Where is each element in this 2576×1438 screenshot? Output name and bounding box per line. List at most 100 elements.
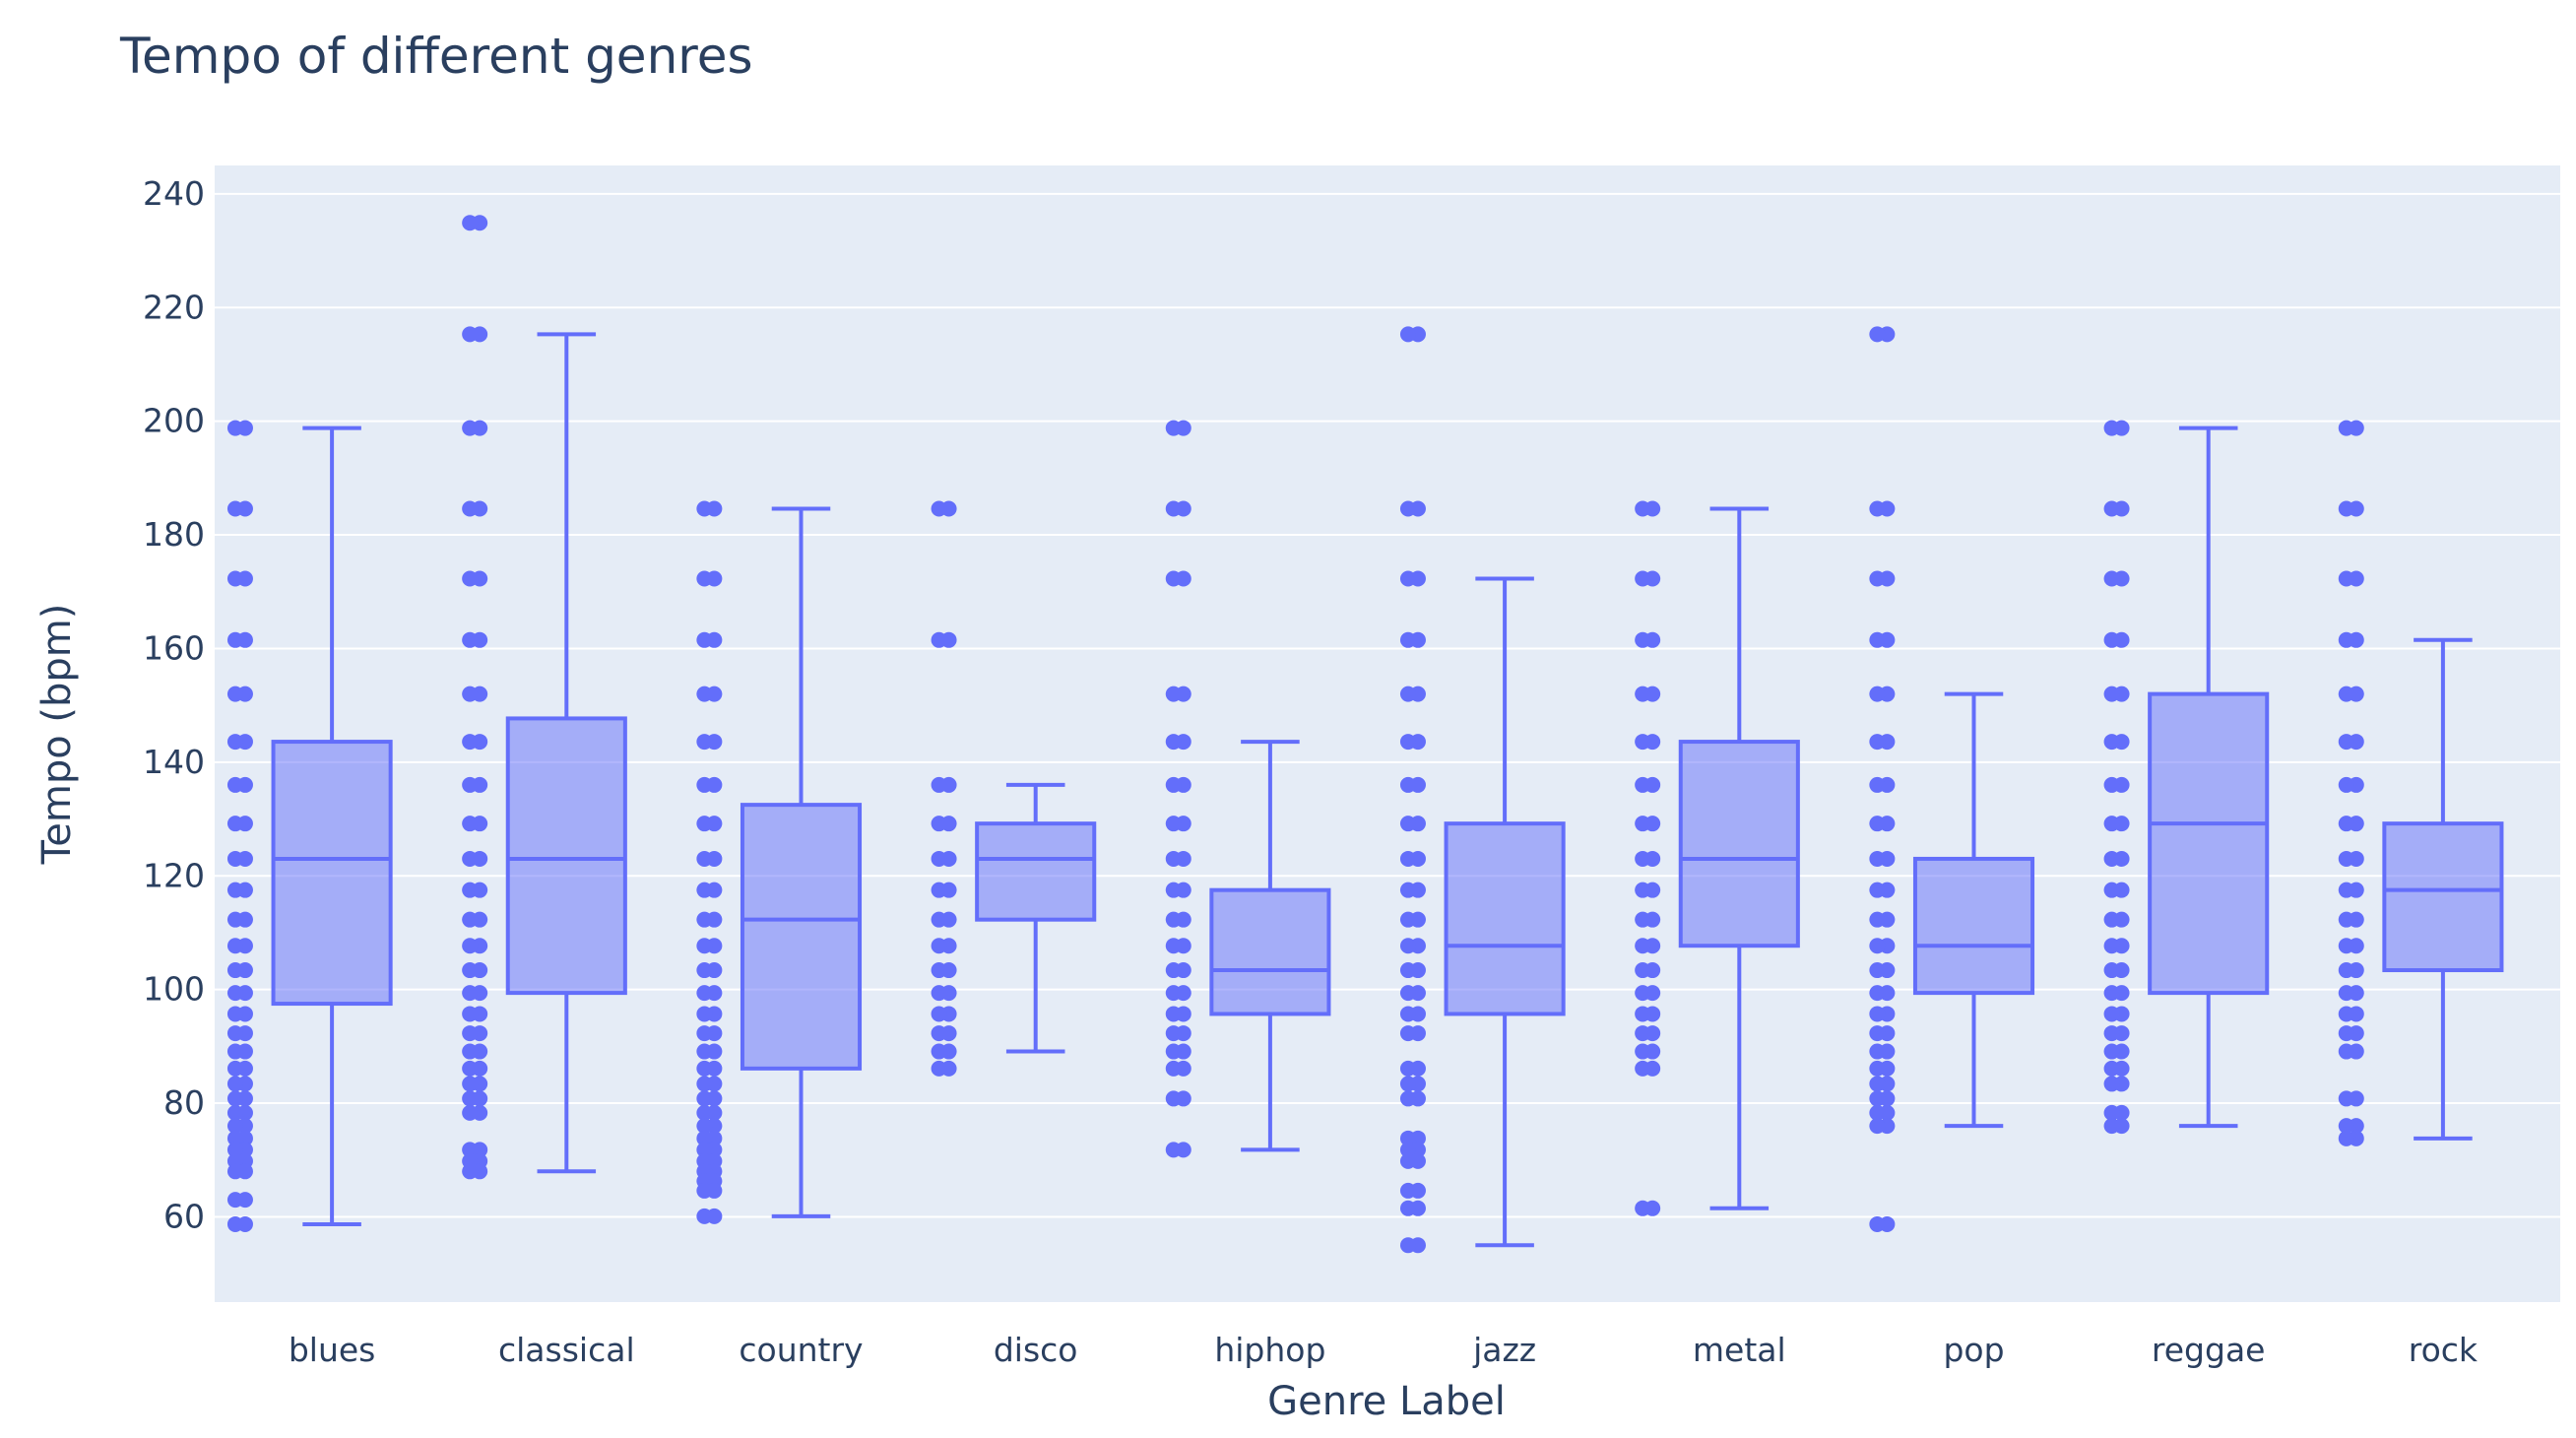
data-point xyxy=(931,631,947,648)
data-point xyxy=(462,985,479,1002)
data-point xyxy=(226,1076,243,1092)
data-point xyxy=(1399,686,1416,702)
data-point xyxy=(931,776,947,793)
data-point xyxy=(1635,776,1651,793)
data-point xyxy=(1399,985,1416,1002)
data-point xyxy=(2103,1104,2120,1121)
data-point xyxy=(226,420,243,436)
data-point xyxy=(226,938,243,954)
data-point xyxy=(696,985,713,1002)
data-point xyxy=(1399,938,1416,954)
y-tick-label: 120 xyxy=(143,856,205,894)
data-point xyxy=(226,1104,243,1121)
data-point xyxy=(931,500,947,517)
data-point xyxy=(696,570,713,587)
data-point xyxy=(2103,850,2120,867)
data-point xyxy=(1635,1025,1651,1042)
data-point xyxy=(1399,1142,1416,1158)
data-point xyxy=(1635,734,1651,751)
box-jazz xyxy=(1444,821,1566,1016)
data-point xyxy=(1165,911,1182,928)
data-point xyxy=(2103,500,2120,517)
data-point xyxy=(696,1118,713,1135)
data-point xyxy=(2103,962,2120,979)
data-point xyxy=(1635,631,1651,648)
data-point xyxy=(462,938,479,954)
data-point xyxy=(1399,570,1416,587)
data-point xyxy=(1869,326,1886,343)
data-point xyxy=(1165,882,1182,898)
data-point xyxy=(462,1025,479,1042)
data-point xyxy=(1869,1090,1886,1107)
data-point xyxy=(1635,938,1651,954)
data-point xyxy=(2103,1076,2120,1092)
data-point xyxy=(2338,911,2354,928)
data-point xyxy=(1399,326,1416,343)
x-tick-label-jazz: jazz xyxy=(1472,1331,1536,1369)
data-point xyxy=(2338,1130,2354,1146)
data-point xyxy=(462,1163,479,1180)
data-point xyxy=(2338,1025,2354,1042)
x-tick-label-pop: pop xyxy=(1943,1331,2004,1369)
data-point xyxy=(1399,816,1416,832)
y-tick-label: 180 xyxy=(143,515,205,554)
data-point xyxy=(2103,631,2120,648)
data-point xyxy=(2103,1025,2120,1042)
data-point xyxy=(696,1130,713,1146)
data-point xyxy=(2338,1090,2354,1107)
data-point xyxy=(1399,1006,1416,1022)
data-point xyxy=(226,1163,243,1180)
data-point xyxy=(462,882,479,898)
data-point xyxy=(226,1006,243,1022)
data-point xyxy=(2338,850,2354,867)
data-point xyxy=(462,1076,479,1092)
data-point xyxy=(1399,1152,1416,1169)
data-point xyxy=(2103,776,2120,793)
data-point xyxy=(1635,686,1651,702)
data-point xyxy=(1869,1025,1886,1042)
x-tick-label-country: country xyxy=(739,1331,863,1369)
data-point xyxy=(1165,1043,1182,1060)
data-point xyxy=(462,816,479,832)
data-point xyxy=(2338,631,2354,648)
data-point xyxy=(2338,985,2354,1002)
data-point xyxy=(1399,1076,1416,1092)
data-point xyxy=(931,882,947,898)
x-tick-label-metal: metal xyxy=(1693,1331,1786,1369)
data-point xyxy=(2103,938,2120,954)
box-hiphop xyxy=(1209,887,1331,1016)
data-point xyxy=(931,985,947,1002)
data-point xyxy=(462,1006,479,1022)
data-point xyxy=(462,420,479,436)
data-point xyxy=(1165,962,1182,979)
data-point xyxy=(226,570,243,587)
data-point xyxy=(2338,570,2354,587)
data-point xyxy=(1399,1182,1416,1199)
data-point xyxy=(696,850,713,867)
data-point xyxy=(462,500,479,517)
data-point xyxy=(1635,1200,1651,1216)
data-point xyxy=(462,631,479,648)
data-point xyxy=(1399,962,1416,979)
y-tick-label: 200 xyxy=(143,402,205,440)
data-point xyxy=(1869,816,1886,832)
x-tick-label-reggae: reggae xyxy=(2152,1331,2266,1369)
data-point xyxy=(2338,1006,2354,1022)
x-tick-label-blues: blues xyxy=(289,1331,376,1369)
y-tick-label: 240 xyxy=(143,174,205,213)
data-point xyxy=(226,1118,243,1135)
data-point xyxy=(1165,420,1182,436)
data-point xyxy=(1399,911,1416,928)
data-point xyxy=(1869,734,1886,751)
data-point xyxy=(1165,570,1182,587)
data-point xyxy=(696,938,713,954)
data-point xyxy=(1635,570,1651,587)
box-disco xyxy=(975,821,1097,922)
data-point xyxy=(696,911,713,928)
data-point xyxy=(696,882,713,898)
data-point xyxy=(696,686,713,702)
data-point xyxy=(2338,816,2354,832)
data-point xyxy=(2338,938,2354,954)
data-point xyxy=(1165,500,1182,517)
